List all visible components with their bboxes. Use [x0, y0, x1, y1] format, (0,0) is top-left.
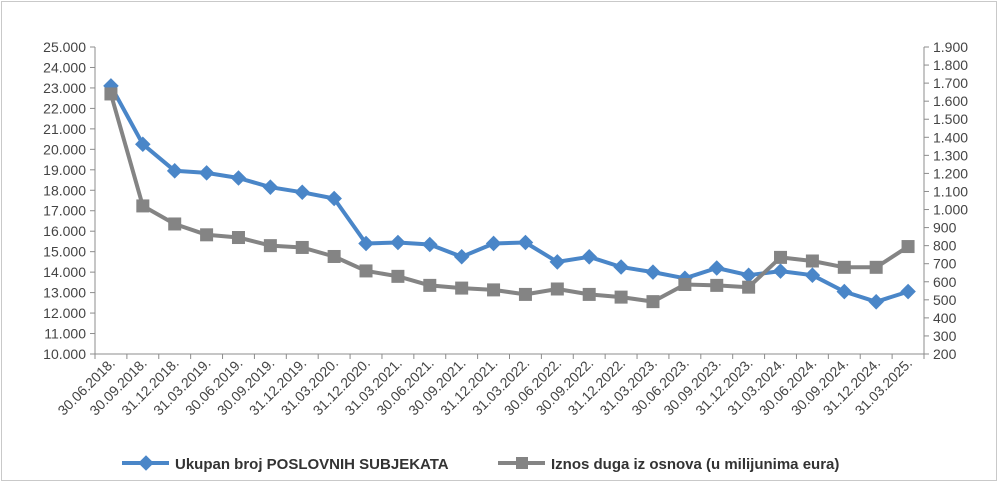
series-layer — [103, 78, 916, 310]
legend: Ukupan broj POSLOVNIH SUBJEKATA Iznos du… — [122, 455, 839, 473]
right-axis-ticks: 200 300 400 500 600 700 800 900 1.000 1.100 1.200 1… — [924, 39, 968, 362]
axes — [94, 47, 925, 355]
series-debt-point — [327, 249, 341, 263]
legend-debt-marker — [516, 457, 528, 469]
right-tick-label: 1.400 — [933, 129, 968, 145]
legend-subjects-label: Ukupan broj POSLOVNIH SUBJEKATA — [175, 456, 449, 473]
right-tick-label: 300 — [933, 328, 957, 344]
series-debt-point — [487, 283, 501, 297]
right-tick-label: 1.900 — [933, 39, 968, 55]
legend-item-subjects: Ukupan broj POSLOVNIH SUBJEKATA — [122, 455, 449, 473]
left-tick-label: 21.000 — [43, 121, 86, 137]
series-subjects-point — [613, 259, 629, 275]
series-debt-point — [423, 278, 437, 292]
series-subjects-point — [645, 264, 661, 280]
legend-subjects-marker — [138, 455, 154, 471]
series-debt-point — [550, 282, 564, 296]
series-debt-point — [774, 250, 788, 264]
legend-item-debt: Iznos duga iz osnova (u milijunima eura) — [498, 456, 839, 473]
series-subjects-point — [262, 179, 279, 195]
right-tick-label: 700 — [933, 256, 957, 272]
left-tick-label: 16.000 — [43, 223, 86, 239]
left-tick-label: 25.000 — [43, 39, 86, 55]
series-debt — [104, 87, 915, 309]
series-subjects-point — [198, 165, 215, 181]
series-debt-point — [231, 231, 245, 245]
legend-debt-label: Iznos duga iz osnova (u milijunima eura) — [551, 456, 839, 473]
left-axis-ticks: 10.000 11.000 12.000 13.000 14.000 15.000 16.0… — [43, 39, 95, 362]
series-subjects-point — [485, 235, 502, 252]
series-subjects — [103, 78, 916, 310]
series-debt-point — [359, 264, 373, 278]
series-subjects-point — [772, 263, 789, 279]
series-subjects-point — [358, 235, 374, 252]
series-subjects-point — [836, 283, 853, 300]
x-axis-ticks: 30.06.2018.30.09.2018.31.12.2018.31.03.2… — [54, 354, 925, 418]
series-debt-point — [455, 281, 469, 295]
series-subjects-point — [230, 170, 247, 186]
left-tick-label: 11.000 — [44, 326, 86, 342]
series-subjects-point — [294, 184, 311, 201]
right-tick-label: 1.500 — [933, 111, 968, 127]
series-subjects-point — [581, 249, 597, 265]
series-subjects-point — [740, 267, 757, 284]
left-tick-label: 14.000 — [43, 264, 86, 280]
series-debt-point — [710, 278, 724, 292]
series-debt-point — [263, 239, 277, 253]
right-tick-label: 500 — [933, 292, 957, 308]
series-subjects-point — [135, 136, 151, 153]
left-tick-label: 19.000 — [43, 162, 86, 178]
left-tick-label: 20.000 — [43, 141, 86, 157]
series-subjects-point — [900, 283, 916, 300]
series-debt-point — [614, 290, 628, 304]
right-tick-label: 1.200 — [933, 165, 968, 181]
series-debt-point — [805, 254, 819, 268]
series-debt-point — [582, 287, 596, 301]
series-debt-point — [200, 228, 214, 242]
series-debt-point — [901, 240, 915, 254]
series-debt-point — [295, 240, 309, 254]
left-tick-label: 23.000 — [43, 80, 86, 96]
series-subjects-point — [422, 236, 438, 253]
series-debt-point — [168, 217, 182, 231]
left-tick-label: 13.000 — [43, 285, 86, 301]
right-tick-label: 900 — [933, 220, 957, 236]
series-debt-point — [391, 269, 405, 283]
right-tick-label: 1.300 — [933, 147, 968, 163]
series-subjects-point — [804, 267, 821, 283]
right-tick-label: 1.700 — [933, 75, 968, 91]
right-tick-label: 400 — [933, 310, 957, 326]
series-subjects-line — [109, 84, 909, 304]
series-subjects-point — [868, 294, 884, 310]
series-debt-point — [742, 280, 756, 294]
series-subjects-point — [708, 260, 725, 276]
right-tick-label: 1.800 — [933, 57, 968, 73]
series-debt-point — [837, 260, 851, 274]
series-subjects-point — [390, 234, 406, 251]
left-tick-label: 17.000 — [43, 203, 86, 219]
right-tick-label: 1.100 — [933, 183, 968, 199]
right-tick-label: 800 — [933, 238, 957, 254]
left-tick-label: 12.000 — [43, 305, 86, 321]
right-tick-label: 600 — [933, 274, 957, 290]
right-tick-label: 1.600 — [933, 93, 968, 109]
series-debt-point — [104, 87, 118, 101]
series-debt-point — [646, 295, 660, 309]
left-tick-label: 10.000 — [43, 346, 86, 362]
series-subjects-point — [453, 248, 470, 265]
series-subjects-point — [166, 163, 183, 179]
left-tick-label: 22.000 — [43, 100, 86, 116]
series-debt-point — [518, 287, 532, 301]
right-tick-label: 200 — [933, 346, 957, 362]
left-tick-label: 24.000 — [43, 59, 86, 75]
series-debt-point — [678, 277, 692, 291]
series-debt-point — [869, 260, 883, 274]
series-debt-point — [136, 199, 150, 213]
right-tick-label: 1.000 — [933, 202, 968, 218]
left-tick-label: 18.000 — [43, 182, 86, 198]
left-tick-label: 15.000 — [43, 244, 86, 260]
